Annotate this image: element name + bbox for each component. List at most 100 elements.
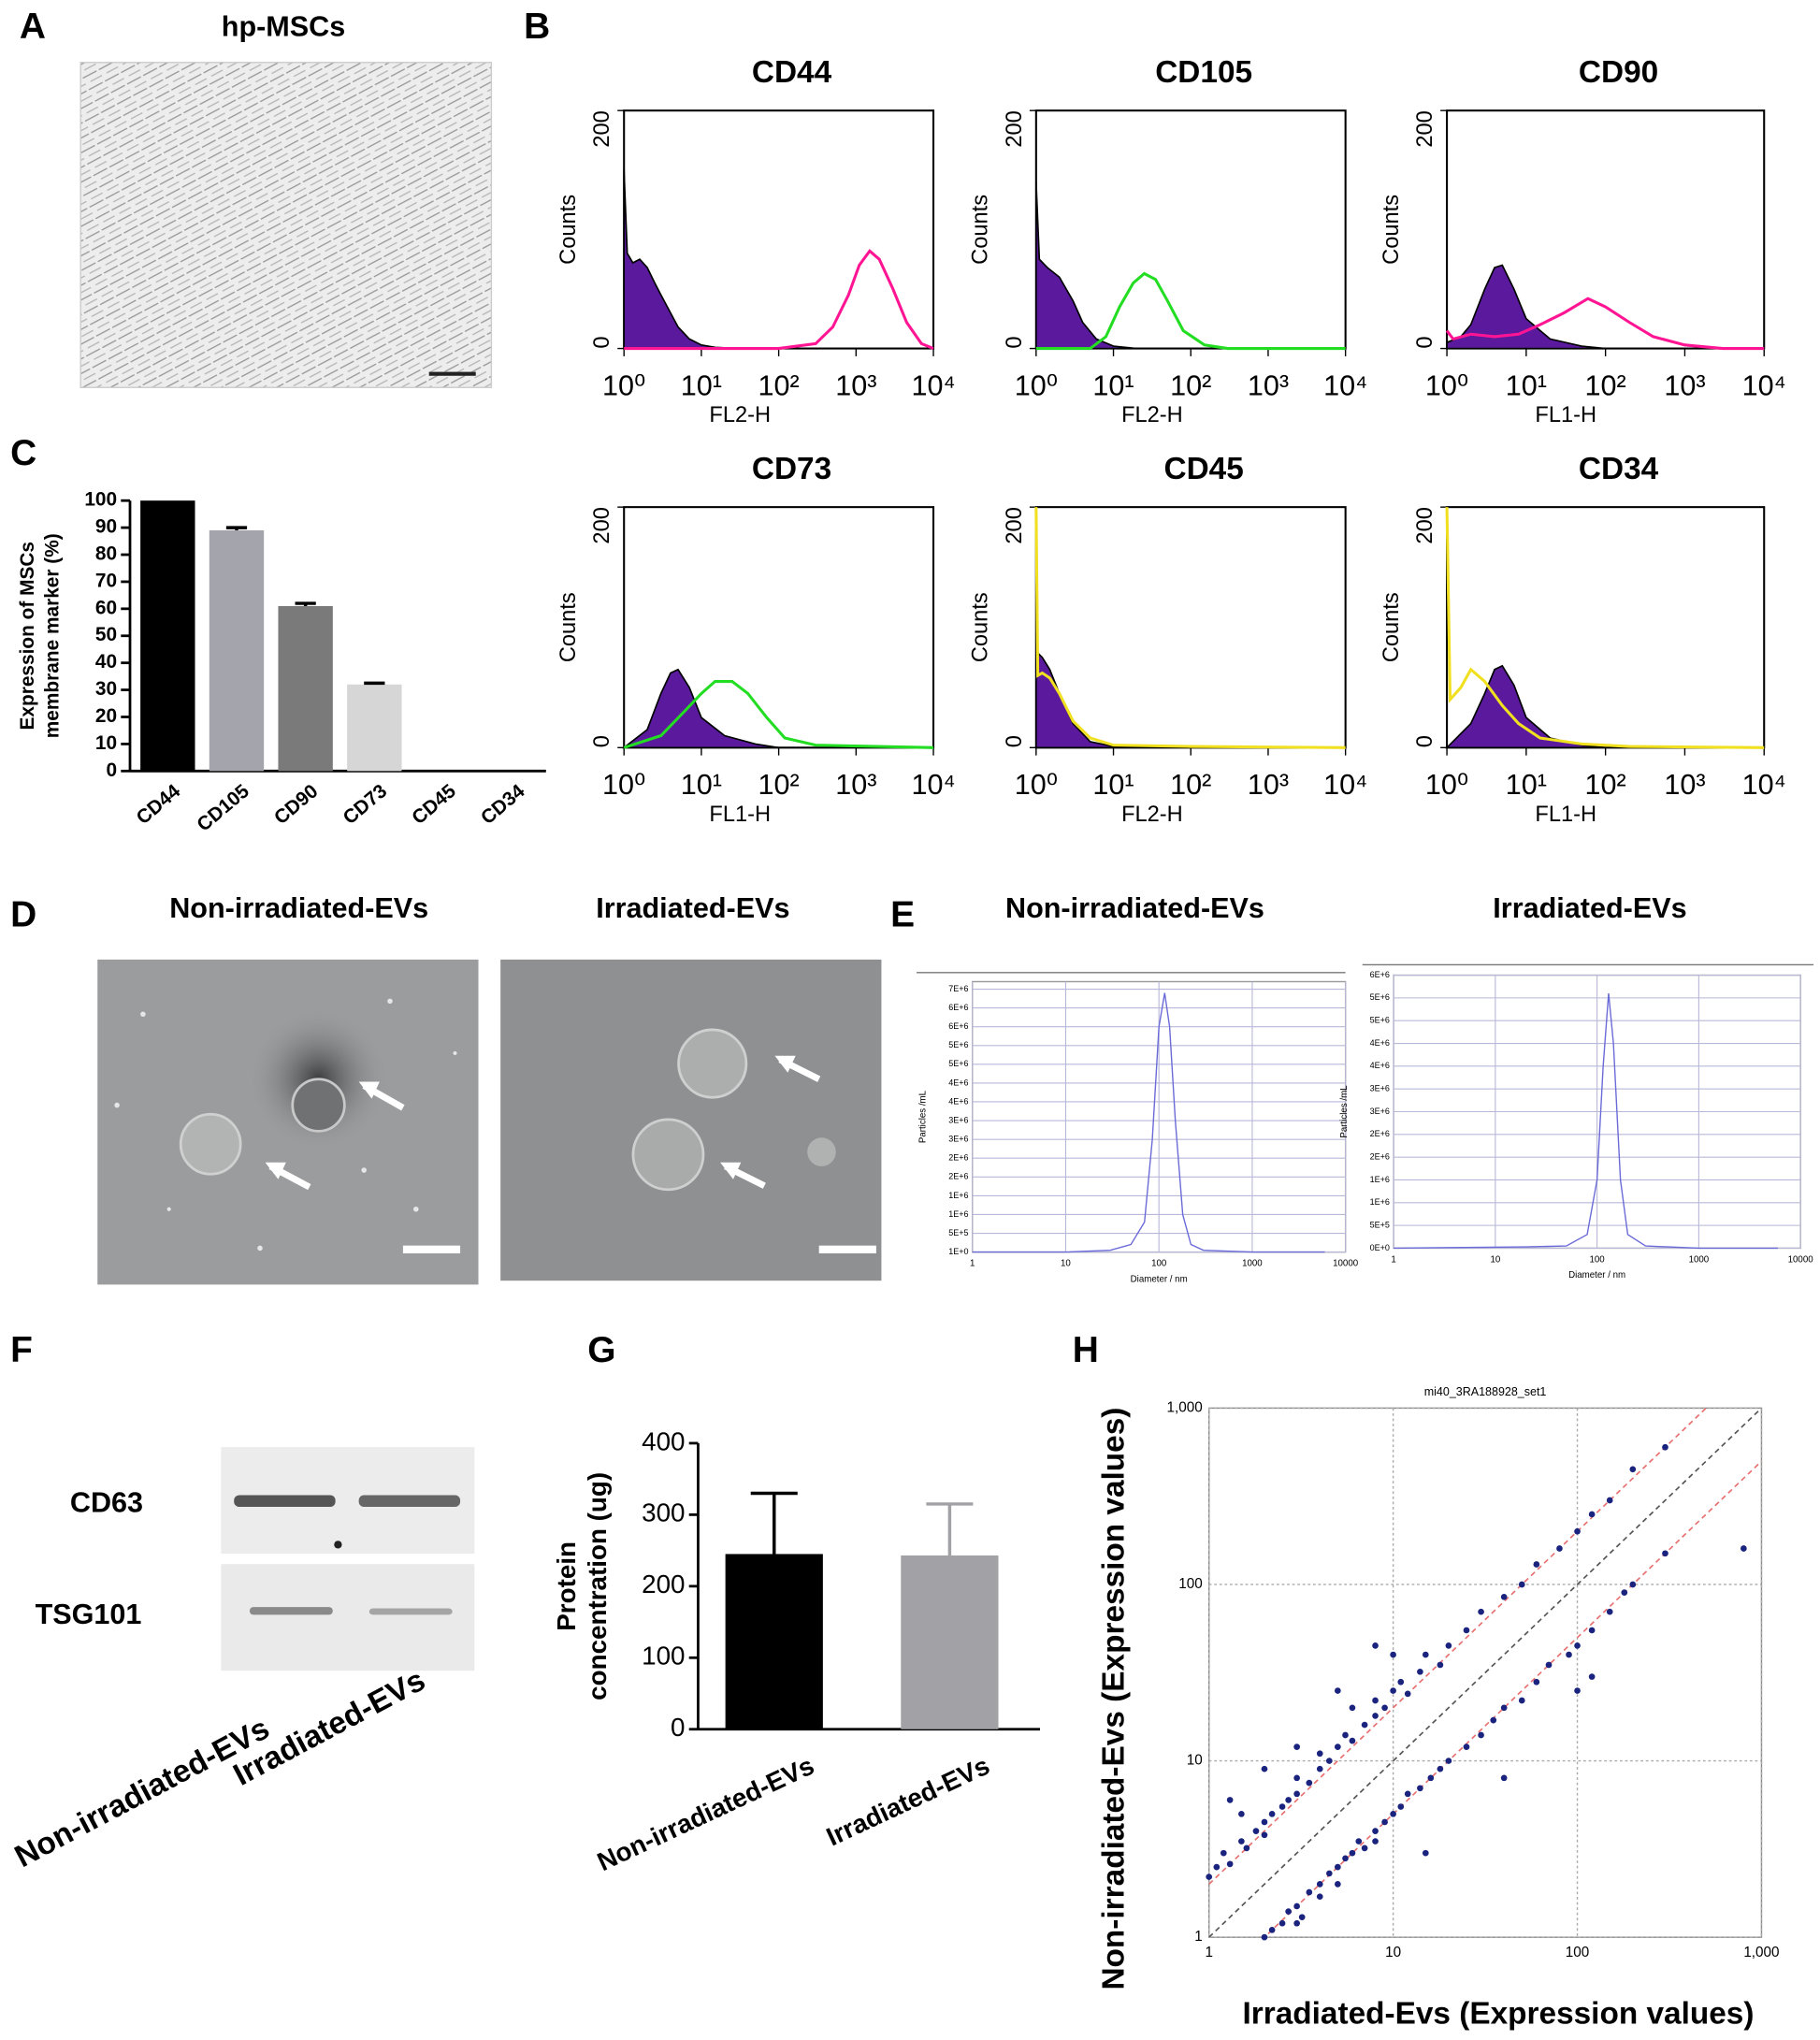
point [1490, 1716, 1497, 1724]
point [1445, 1758, 1452, 1764]
x-tick-label: 10000 [1788, 1255, 1814, 1266]
point [1226, 1797, 1234, 1803]
plot-frame [1034, 109, 1347, 350]
y-tick-label: 1E+6 [948, 1191, 968, 1200]
point [1500, 1704, 1508, 1712]
y-tick-label: 1E+6 [1370, 1197, 1390, 1207]
point [1349, 1737, 1356, 1744]
y-tick-label: 50 [95, 624, 117, 645]
x-tick-label: 10⁴ [1323, 769, 1367, 801]
series-line [1035, 271, 1346, 351]
point [1588, 1511, 1596, 1518]
point [1390, 1687, 1396, 1694]
image-title: Non-irradiated-EVs [169, 892, 428, 924]
y-tick-label: 0 [671, 1713, 685, 1742]
point [1533, 1678, 1540, 1686]
point [1238, 1810, 1245, 1817]
point [1325, 1758, 1333, 1764]
y-tick-label: 5E+6 [1370, 1016, 1390, 1025]
x-tick-label: 10⁴ [1742, 369, 1786, 401]
y-tick-label: 3E+6 [948, 1115, 968, 1124]
y-tick-label: 3E+6 [1370, 1107, 1390, 1116]
point [1500, 1593, 1508, 1600]
point [1306, 1888, 1313, 1896]
x-tick-label: 100 [1566, 1945, 1590, 1960]
error-bar [926, 1502, 974, 1555]
chart-title: CD73 [752, 452, 831, 486]
y-axis-label: Expression of MSCs [17, 542, 38, 731]
tem-images [97, 959, 882, 1285]
y-tick-label: 5E+6 [1370, 992, 1390, 1002]
point [1422, 1651, 1429, 1658]
y-tick-label: 1,000 [1167, 1399, 1203, 1415]
histogram-area [1445, 664, 1765, 749]
y-tick-label: 2E+6 [948, 1153, 968, 1163]
x-tick-label: 10 [1490, 1255, 1500, 1266]
panel-label: F [10, 1330, 33, 1370]
x-tick-label: Irradiated-EVs [822, 1751, 994, 1852]
y-tick-label: 3E+6 [948, 1135, 968, 1144]
y-tick-label: 0 [1003, 735, 1027, 747]
x-tick-label: 10¹ [1506, 769, 1547, 801]
point [1293, 1790, 1300, 1798]
histogram-area [1034, 181, 1346, 350]
point [1361, 1721, 1368, 1729]
series-line [1394, 992, 1778, 1250]
x-axis-label: FL1-H [1535, 803, 1596, 827]
y-tick-label: 1E+6 [948, 1209, 968, 1219]
y-tick-label: 100 [84, 489, 117, 511]
point [1437, 1765, 1444, 1772]
point [1220, 1849, 1227, 1857]
x-tick-label: 10⁰ [1425, 369, 1468, 401]
x-tick-label: 10² [1170, 769, 1211, 801]
y-axis-label: concentration (ug) [583, 1472, 612, 1700]
point [1261, 1933, 1268, 1941]
y-tick-label: 3E+6 [1370, 1084, 1390, 1093]
x-tick-label: 10³ [835, 769, 876, 801]
y-axis-label: Particles /mL [917, 1090, 928, 1143]
point [1404, 1790, 1411, 1798]
x-tick-label: 10⁴ [1742, 769, 1786, 801]
band-label: CD63 [70, 1486, 143, 1518]
point [1533, 1561, 1540, 1568]
bar [347, 684, 402, 772]
point [1226, 1860, 1234, 1868]
x-tick-label: 10⁴ [1323, 369, 1367, 401]
x-tick-label: 10³ [1664, 369, 1705, 401]
y-tick-label: 100 [1178, 1576, 1203, 1592]
point [1621, 1589, 1628, 1596]
point [1285, 1797, 1292, 1803]
y-tick-label: 5E+6 [948, 1059, 968, 1068]
point [1404, 1690, 1411, 1698]
x-axis-label: Diameter / nm [1568, 1270, 1625, 1280]
x-axis-label: FL1-H [709, 803, 771, 827]
point [1252, 1828, 1260, 1834]
bar [901, 1555, 999, 1729]
point [1397, 1678, 1405, 1686]
point [1662, 1443, 1668, 1451]
series-line [1445, 507, 1765, 749]
point [1306, 1779, 1313, 1787]
point [1427, 1774, 1435, 1782]
panel-label: E [890, 894, 915, 934]
point [1417, 1785, 1423, 1792]
y-tick-label: 2E+6 [1370, 1152, 1390, 1162]
panel-label: B [524, 7, 550, 47]
point [1372, 1642, 1379, 1649]
point [1741, 1545, 1747, 1552]
point [1355, 1838, 1363, 1845]
y-tick-label: 1E+0 [948, 1247, 968, 1256]
x-tick-label: 10² [1585, 369, 1626, 401]
y-tick-label: 10 [1187, 1753, 1203, 1769]
y-tick-label: 2E+6 [1370, 1129, 1390, 1138]
series-line [624, 249, 934, 351]
point [1574, 1687, 1581, 1694]
point [1518, 1697, 1525, 1704]
histogram-area [623, 169, 934, 350]
point [1662, 1550, 1668, 1557]
x-axis-label: FL2-H [709, 403, 771, 427]
error-bar [364, 681, 385, 686]
point [1463, 1627, 1470, 1634]
point [1574, 1642, 1581, 1649]
y-tick-label: 200 [1413, 110, 1437, 147]
